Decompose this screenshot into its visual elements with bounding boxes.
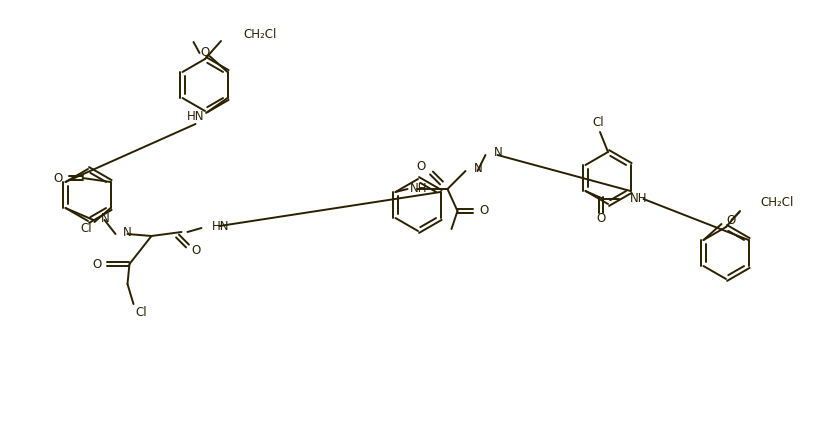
Text: Cl: Cl xyxy=(80,222,92,236)
Text: O: O xyxy=(191,244,201,256)
Text: O: O xyxy=(596,213,605,225)
Text: O: O xyxy=(200,46,209,60)
Text: O: O xyxy=(415,161,425,173)
Text: CH₂Cl: CH₂Cl xyxy=(759,196,793,210)
Text: N: N xyxy=(100,213,110,225)
Text: HN: HN xyxy=(186,110,204,124)
Text: NH: NH xyxy=(629,193,646,205)
Text: O: O xyxy=(726,213,735,227)
Text: Cl: Cl xyxy=(135,306,147,320)
Text: N: N xyxy=(493,147,502,159)
Text: N: N xyxy=(473,162,482,176)
Text: NH: NH xyxy=(409,182,426,196)
Text: O: O xyxy=(54,172,63,184)
Text: O: O xyxy=(479,204,488,218)
Text: Cl: Cl xyxy=(592,115,603,129)
Text: N: N xyxy=(122,227,131,239)
Text: CH₂Cl: CH₂Cl xyxy=(242,29,276,41)
Text: HN: HN xyxy=(212,219,229,233)
Text: O: O xyxy=(92,257,101,271)
